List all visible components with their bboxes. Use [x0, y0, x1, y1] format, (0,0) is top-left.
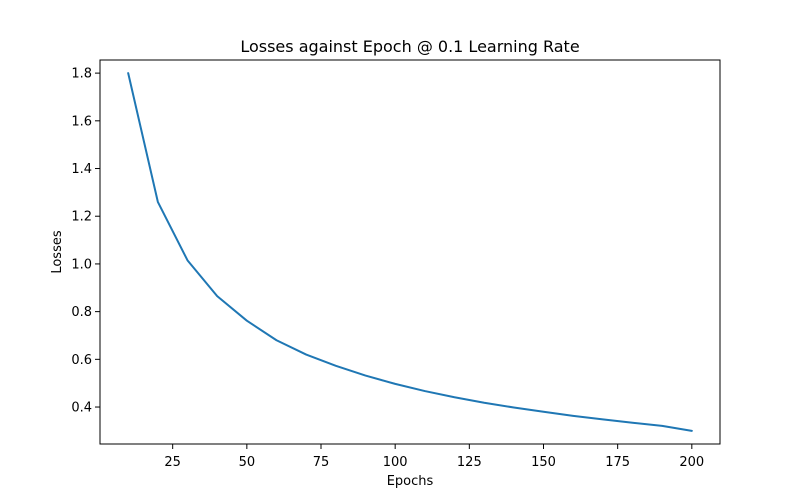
x-tick-label: 150: [531, 455, 556, 470]
y-tick-label: 1.8: [71, 67, 92, 82]
y-tick-label: 0.8: [71, 305, 92, 320]
x-axis-ticks: 25 50 75 100 125 150 175 200: [164, 444, 704, 470]
series-line: [127, 72, 693, 432]
chart-title: Losses against Epoch @ 0.1 Learning Rate: [240, 37, 579, 56]
x-tick-label: 100: [383, 455, 408, 470]
y-axis-label: Losses: [50, 230, 65, 274]
x-tick-label: 25: [164, 455, 181, 470]
y-tick-label: 1.4: [71, 162, 92, 177]
y-tick-label: 1.0: [71, 257, 92, 272]
x-tick-label: 75: [313, 455, 330, 470]
y-tick-label: 1.6: [71, 114, 92, 129]
plot-area: [127, 72, 693, 432]
x-tick-label: 125: [457, 455, 482, 470]
x-axis-label: Epochs: [387, 474, 434, 489]
y-tick-label: 1.2: [71, 210, 92, 225]
x-tick-label: 175: [605, 455, 630, 470]
plot-frame: [99, 59, 721, 445]
y-tick-label: 0.4: [71, 401, 92, 416]
x-tick-label: 200: [679, 455, 704, 470]
y-axis-ticks: 0.4 0.6 0.8 1.0 1.2 1.4 1.6 1.8: [71, 67, 100, 416]
x-tick-label: 50: [239, 455, 256, 470]
y-tick-label: 0.6: [71, 353, 92, 368]
